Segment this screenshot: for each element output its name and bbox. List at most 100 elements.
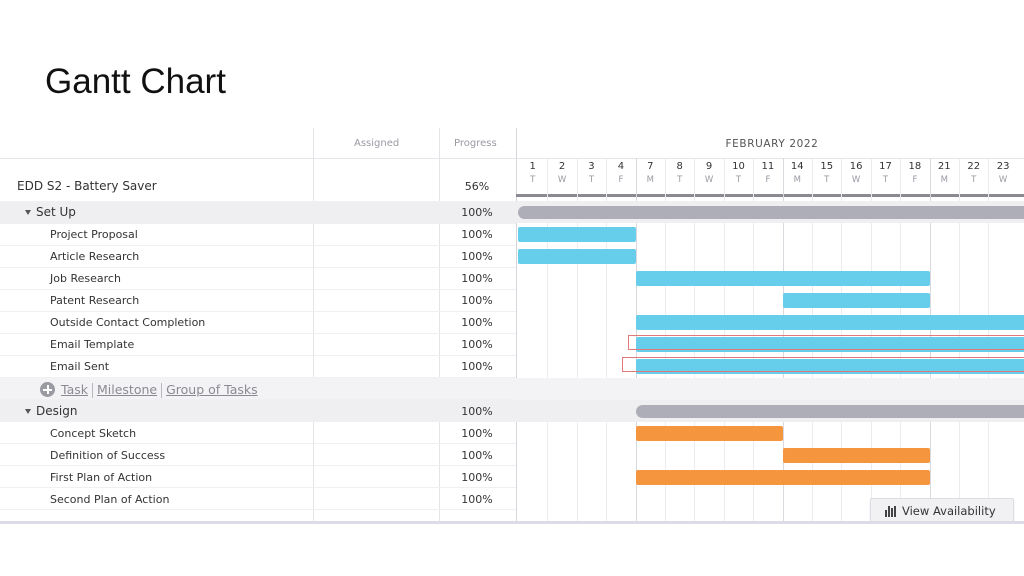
- task-name[interactable]: First Plan of Action: [50, 471, 153, 484]
- task-progress: 100%: [461, 272, 493, 285]
- day-header: 21 M: [930, 161, 959, 185]
- day-header: 23 W: [988, 161, 1017, 185]
- task-bar[interactable]: [635, 470, 930, 485]
- group-summary-bar[interactable]: [518, 206, 1024, 219]
- task-progress: 100%: [461, 294, 493, 307]
- task-bar[interactable]: [782, 448, 930, 463]
- column-divider: [439, 128, 440, 524]
- day-weekday: W: [557, 175, 567, 185]
- task-progress: 100%: [461, 405, 493, 418]
- day-number: 22: [967, 161, 981, 172]
- view-availability-button[interactable]: View Availability: [870, 498, 1014, 524]
- row-divider: [0, 421, 516, 422]
- row-divider: [0, 355, 516, 356]
- task-progress: 100%: [461, 427, 493, 440]
- day-number: 23: [996, 161, 1010, 172]
- group-name[interactable]: Design: [36, 404, 78, 418]
- day-number: 15: [820, 161, 834, 172]
- task-name[interactable]: Email Template: [50, 338, 135, 351]
- day-weekday: M: [793, 175, 801, 185]
- project-name[interactable]: EDD S2 - Battery Saver: [17, 179, 157, 193]
- day-number: 10: [732, 161, 745, 172]
- task-progress: 100%: [461, 338, 493, 351]
- task-bar[interactable]: [518, 227, 636, 242]
- day-weekday: M: [940, 175, 948, 185]
- row-divider: [0, 377, 516, 378]
- row-divider: [0, 223, 516, 224]
- task-name[interactable]: Email Sent: [50, 360, 110, 373]
- task-name[interactable]: Project Proposal: [50, 228, 138, 241]
- task-name[interactable]: Patent Research: [50, 294, 140, 307]
- task-name[interactable]: Outside Contact Completion: [50, 316, 206, 329]
- day-weekday: W: [998, 175, 1008, 185]
- task-progress: 100%: [461, 360, 493, 373]
- add-milestone-link[interactable]: Milestone: [96, 382, 158, 397]
- day-weekday: T: [882, 175, 889, 185]
- row-divider: [0, 245, 516, 246]
- day-number: 17: [879, 161, 892, 172]
- task-name[interactable]: Second Plan of Action: [50, 493, 170, 506]
- bottom-border: [0, 521, 1024, 524]
- day-weekday: T: [677, 175, 683, 185]
- day-weekday: T: [971, 175, 977, 185]
- day-number: 18: [908, 161, 922, 172]
- task-progress: 100%: [461, 449, 493, 462]
- add-item-links: Task Milestone Group of Tasks: [61, 382, 258, 398]
- progress-column-header: Progress: [454, 138, 497, 149]
- group-name[interactable]: Set Up: [36, 205, 76, 219]
- add-group-link[interactable]: Group of Tasks: [166, 382, 258, 397]
- task-bar[interactable]: [635, 271, 930, 286]
- column-divider: [313, 128, 314, 524]
- day-weekday: F: [765, 175, 771, 185]
- task-bar[interactable]: [782, 293, 930, 308]
- day-number: 4: [617, 161, 625, 172]
- day-number: 21: [937, 161, 951, 172]
- task-name[interactable]: Article Research: [50, 250, 140, 263]
- row-divider: [0, 201, 516, 202]
- task-bar[interactable]: [635, 337, 1024, 352]
- task-name[interactable]: Definition of Success: [50, 449, 166, 462]
- assigned-column-header: Assigned: [354, 138, 400, 149]
- group-summary-bar[interactable]: [635, 405, 1024, 418]
- plus-circle-icon[interactable]: [40, 382, 55, 397]
- day-weekday: T: [588, 175, 595, 185]
- task-progress: 100%: [461, 206, 493, 219]
- slide-title: Gantt Chart: [45, 62, 226, 101]
- project-progress: 56%: [464, 180, 490, 193]
- day-weekday: F: [912, 175, 918, 185]
- day-weekday: W: [851, 175, 861, 185]
- task-name[interactable]: Job Research: [50, 272, 121, 285]
- task-bar[interactable]: [635, 359, 1024, 374]
- day-weekday: T: [735, 175, 742, 185]
- day-number: 16: [849, 161, 863, 172]
- bar-chart-icon: [885, 506, 897, 517]
- row-divider: [0, 399, 516, 400]
- task-name[interactable]: Concept Sketch: [50, 427, 137, 440]
- task-progress: 100%: [461, 493, 493, 506]
- month-header: FEBRUARY 2022: [725, 138, 819, 150]
- task-bar[interactable]: [635, 315, 1024, 330]
- day-number: 11: [761, 161, 775, 172]
- day-number: 1: [529, 161, 536, 172]
- day-grid-line: [606, 158, 608, 524]
- caret-down-icon[interactable]: [25, 409, 31, 414]
- row-divider: [0, 509, 516, 510]
- task-bar[interactable]: [635, 426, 783, 441]
- day-header: 18 F: [900, 161, 929, 185]
- add-task-link[interactable]: Task: [61, 382, 88, 397]
- day-weekday: F: [618, 175, 624, 185]
- day-grid-line: [576, 158, 578, 524]
- timeline-divider: [516, 128, 517, 524]
- link-separator: [91, 383, 93, 398]
- day-header: 17 T: [871, 161, 900, 185]
- caret-down-icon[interactable]: [25, 210, 31, 215]
- view-availability-label: View Availability: [902, 504, 996, 518]
- day-weekday: M: [646, 175, 654, 185]
- day-header: 16 W: [841, 161, 870, 185]
- task-progress: 100%: [461, 471, 493, 484]
- task-bar[interactable]: [518, 249, 636, 264]
